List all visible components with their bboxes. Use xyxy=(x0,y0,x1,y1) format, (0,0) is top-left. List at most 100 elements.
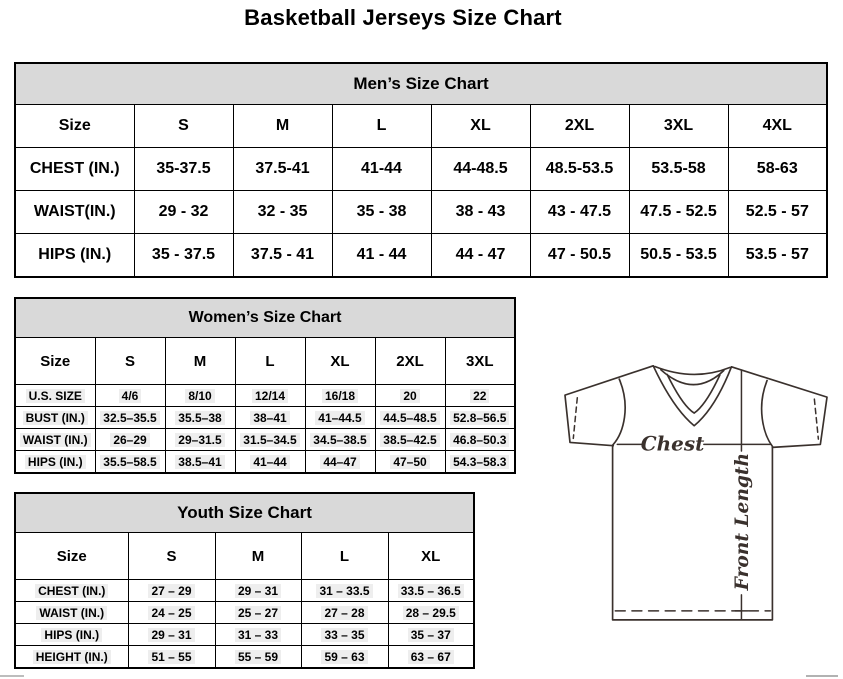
youth-col-header: L xyxy=(300,532,389,580)
size-value: 12/14 xyxy=(234,384,306,407)
size-value: 35.5–58.5 xyxy=(94,450,166,474)
mens-col-header: 2XL xyxy=(529,104,630,148)
size-value: 53.5-58 xyxy=(628,147,729,191)
row-label: U.S. SIZE xyxy=(14,384,96,407)
youth-chest-row: CHEST (IN.) 27 – 29 29 – 31 31 – 33.5 33… xyxy=(14,579,475,602)
mens-chest-row: CHEST (IN.) 35-37.5 37.5-41 41-44 44-48.… xyxy=(14,147,828,191)
size-value: 44 - 47 xyxy=(430,233,531,278)
size-value: 37.5 - 41 xyxy=(232,233,333,278)
mens-col-header: Size xyxy=(14,104,135,148)
size-value: 16/18 xyxy=(304,384,376,407)
row-label: HIPS (IN.) xyxy=(14,623,129,646)
size-value: 41-44 xyxy=(331,147,432,191)
size-value: 38–41 xyxy=(234,406,306,429)
chest-measure-label: Chest xyxy=(641,432,705,456)
row-label: HIPS (IN.) xyxy=(14,233,135,278)
mens-col-header: L xyxy=(331,104,432,148)
size-value: 52.5 - 57 xyxy=(727,190,828,234)
size-value: 29–31.5 xyxy=(164,428,236,451)
youth-col-header: S xyxy=(127,532,216,580)
crop-artifact-line xyxy=(806,675,838,677)
crop-artifact-line xyxy=(0,675,24,677)
size-value: 32 - 35 xyxy=(232,190,333,234)
mens-header-row: Size S M L XL 2XL 3XL 4XL xyxy=(14,104,828,148)
size-value: 31 – 33.5 xyxy=(300,579,389,602)
size-value: 48.5-53.5 xyxy=(529,147,630,191)
size-value: 38 - 43 xyxy=(430,190,531,234)
size-value: 53.5 - 57 xyxy=(727,233,828,278)
womens-col-header: 2XL xyxy=(374,337,446,385)
size-value: 35.5–38 xyxy=(164,406,236,429)
size-value: 47.5 - 52.5 xyxy=(628,190,729,234)
size-value: 43 - 47.5 xyxy=(529,190,630,234)
jersey-outline xyxy=(564,364,828,621)
size-value: 31 – 33 xyxy=(214,623,302,646)
size-value: 35 - 38 xyxy=(331,190,432,234)
mens-title-row: Men’s Size Chart xyxy=(14,62,828,105)
jersey-measurement-diagram: Chest Front Length xyxy=(564,364,828,621)
size-value: 29 – 31 xyxy=(127,623,216,646)
row-label: HIPS (IN.) xyxy=(14,450,96,474)
mens-col-header: 3XL xyxy=(628,104,729,148)
mens-col-header: 4XL xyxy=(727,104,828,148)
size-value: 44–47 xyxy=(304,450,376,474)
size-value: 38.5–42.5 xyxy=(374,428,446,451)
size-value: 44-48.5 xyxy=(430,147,531,191)
youth-hips-row: HIPS (IN.) 29 – 31 31 – 33 33 – 35 35 – … xyxy=(14,623,475,646)
size-value: 50.5 - 53.5 xyxy=(628,233,729,278)
womens-hips-row: HIPS (IN.) 35.5–58.5 38.5–41 41–44 44–47… xyxy=(14,450,516,474)
row-label: CHEST (IN.) xyxy=(14,579,129,602)
row-label: WAIST (IN.) xyxy=(14,601,129,624)
womens-header-row: Size S M L XL 2XL 3XL xyxy=(14,337,516,385)
youth-title-row: Youth Size Chart xyxy=(14,492,475,533)
size-value: 63 – 67 xyxy=(387,645,475,669)
size-value: 29 – 31 xyxy=(214,579,302,602)
womens-col-header: L xyxy=(234,337,306,385)
size-value: 4/6 xyxy=(94,384,166,407)
youth-col-header: M xyxy=(214,532,302,580)
size-value: 51 – 55 xyxy=(127,645,216,669)
womens-col-header: XL xyxy=(304,337,376,385)
size-value: 35 - 37.5 xyxy=(133,233,234,278)
row-label: WAIST(IN.) xyxy=(14,190,135,234)
womens-ussize-row: U.S. SIZE 4/6 8/10 12/14 16/18 20 22 xyxy=(14,384,516,407)
youth-col-header: XL xyxy=(387,532,475,580)
mens-col-header: M xyxy=(232,104,333,148)
womens-bust-row: BUST (IN.) 32.5–35.5 35.5–38 38–41 41–44… xyxy=(14,406,516,429)
womens-col-header: Size xyxy=(14,337,96,385)
size-value: 46.8–50.3 xyxy=(444,428,516,451)
womens-col-header: M xyxy=(164,337,236,385)
youth-col-header: Size xyxy=(14,532,129,580)
size-value: 55 – 59 xyxy=(214,645,302,669)
womens-table-title: Women’s Size Chart xyxy=(14,297,516,338)
size-value: 58-63 xyxy=(727,147,828,191)
size-value: 38.5–41 xyxy=(164,450,236,474)
size-value: 20 xyxy=(374,384,446,407)
row-label: CHEST (IN.) xyxy=(14,147,135,191)
size-value: 52.8–56.5 xyxy=(444,406,516,429)
size-value: 8/10 xyxy=(164,384,236,407)
youth-size-table: Youth Size Chart Size S M L XL CHEST (IN… xyxy=(14,492,476,669)
size-value: 33 – 35 xyxy=(300,623,389,646)
size-value: 31.5–34.5 xyxy=(234,428,306,451)
youth-header-row: Size S M L XL xyxy=(14,532,475,580)
size-value: 33.5 – 36.5 xyxy=(387,579,475,602)
size-value: 44.5–48.5 xyxy=(374,406,446,429)
mens-table-title: Men’s Size Chart xyxy=(14,62,828,105)
size-value: 41–44 xyxy=(234,450,306,474)
size-value: 29 - 32 xyxy=(133,190,234,234)
mens-hips-row: HIPS (IN.) 35 - 37.5 37.5 - 41 41 - 44 4… xyxy=(14,233,828,278)
youth-height-row: HEIGHT (IN.) 51 – 55 55 – 59 59 – 63 63 … xyxy=(14,645,475,669)
size-value: 22 xyxy=(444,384,516,407)
size-value: 54.3–58.3 xyxy=(444,450,516,474)
womens-title-row: Women’s Size Chart xyxy=(14,297,516,338)
size-value: 35-37.5 xyxy=(133,147,234,191)
size-value: 25 – 27 xyxy=(214,601,302,624)
size-value: 59 – 63 xyxy=(300,645,389,669)
size-value: 24 – 25 xyxy=(127,601,216,624)
womens-col-header: 3XL xyxy=(444,337,516,385)
youth-waist-row: WAIST (IN.) 24 – 25 25 – 27 27 – 28 28 –… xyxy=(14,601,475,624)
size-value: 28 – 29.5 xyxy=(387,601,475,624)
size-value: 41–44.5 xyxy=(304,406,376,429)
mens-waist-row: WAIST(IN.) 29 - 32 32 - 35 35 - 38 38 - … xyxy=(14,190,828,234)
